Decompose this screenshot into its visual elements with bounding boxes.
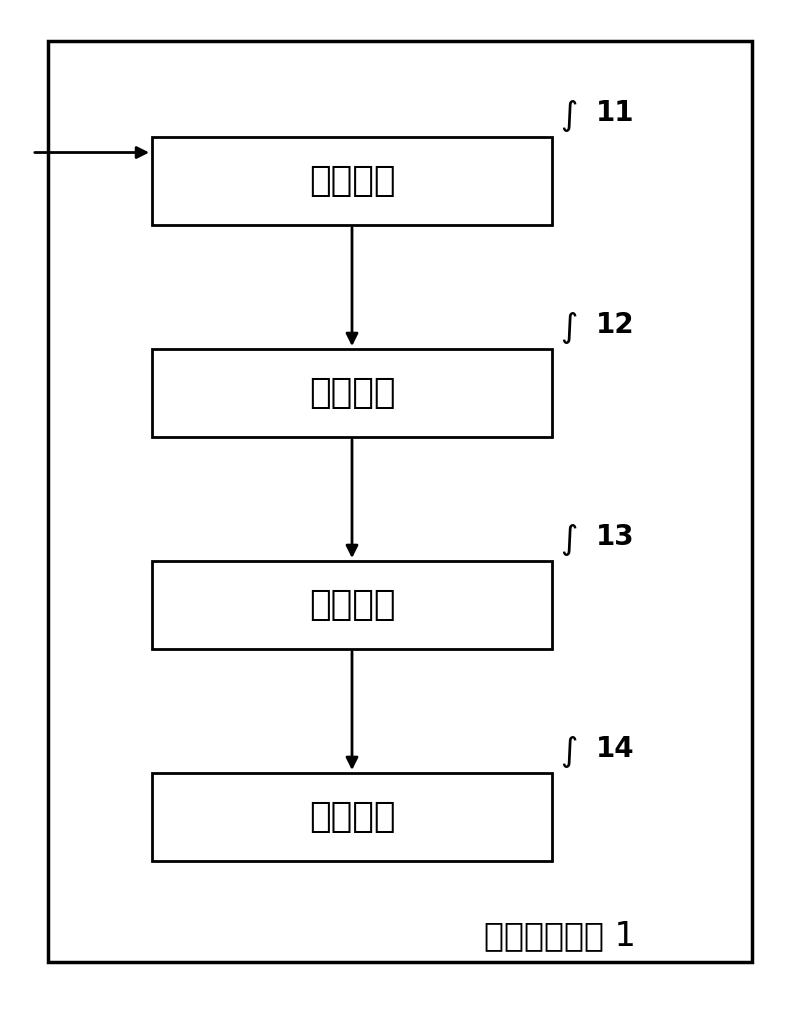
Bar: [152, 772, 552, 860]
Text: ∫: ∫: [560, 735, 578, 767]
Text: 获取装置: 获取装置: [309, 376, 395, 409]
Text: ∫: ∫: [560, 311, 578, 343]
Text: 11: 11: [596, 98, 634, 127]
Text: 12: 12: [596, 310, 634, 339]
Text: 生成装置: 生成装置: [309, 588, 395, 621]
Text: ∫: ∫: [560, 99, 578, 132]
Text: 13: 13: [596, 522, 634, 550]
Bar: [152, 136, 552, 225]
Text: 接收装置: 接收装置: [309, 164, 395, 197]
Text: 14: 14: [596, 734, 634, 763]
Bar: [152, 349, 552, 436]
Text: 射频拉远设备 1: 射频拉远设备 1: [484, 919, 636, 952]
Bar: [48, 41, 752, 962]
Text: ∫: ∫: [560, 523, 578, 556]
Text: 对消装置: 对消装置: [309, 800, 395, 833]
Bar: [152, 560, 552, 649]
